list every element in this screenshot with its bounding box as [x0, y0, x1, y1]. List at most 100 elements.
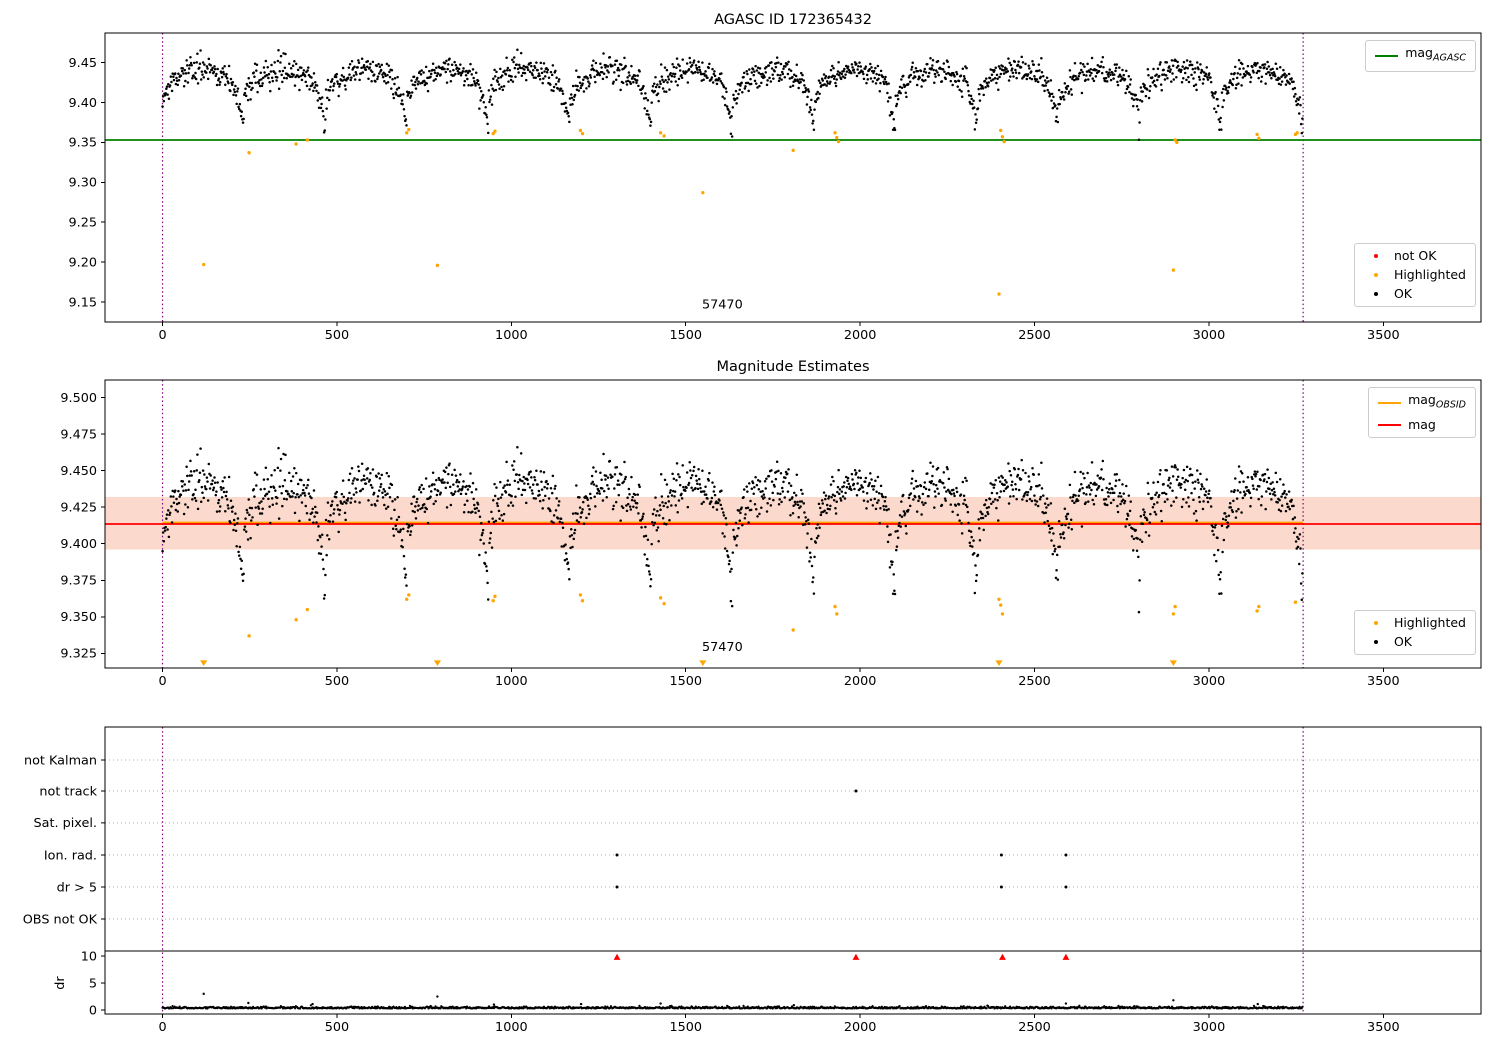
- ok-point: [1155, 73, 1158, 76]
- ok-point: [894, 94, 897, 98]
- ok-point: [771, 73, 774, 76]
- ok-point: [456, 69, 460, 73]
- ok-point: [564, 552, 568, 555]
- ok-point: [359, 489, 363, 492]
- ok-point: [454, 490, 457, 493]
- ok-point: [819, 513, 823, 517]
- ok-point: [834, 81, 837, 85]
- ok-point: [697, 60, 700, 64]
- ok-point: [1171, 489, 1174, 493]
- ok-point: [275, 502, 278, 505]
- ok-point: [1263, 63, 1267, 66]
- ok-point: [267, 490, 271, 494]
- ok-point: [626, 76, 629, 79]
- ok-point: [936, 466, 940, 470]
- ok-point: [1174, 59, 1177, 62]
- ok-point: [232, 88, 236, 91]
- ok-point: [972, 552, 976, 555]
- ok-point: [374, 80, 377, 83]
- ok-point: [1238, 67, 1241, 71]
- ok-point: [1270, 498, 1273, 501]
- ok-point: [813, 108, 816, 111]
- ok-point: [858, 61, 861, 64]
- ok-point: [526, 482, 530, 486]
- ok-point: [817, 96, 820, 100]
- ok-point: [604, 66, 607, 69]
- ok-point: [371, 468, 375, 471]
- ok-point: [775, 460, 779, 463]
- ok-point: [1074, 494, 1077, 497]
- ok-point: [614, 500, 618, 504]
- ok-point: [725, 549, 729, 553]
- ok-point: [262, 66, 266, 69]
- ok-point: [170, 505, 173, 508]
- ok-point: [300, 66, 303, 69]
- ok-point: [1114, 479, 1118, 482]
- ok-point: [258, 501, 261, 505]
- ok-point: [879, 69, 883, 73]
- ok-point: [826, 82, 830, 85]
- ok-point: [1112, 498, 1115, 502]
- ok-point: [541, 81, 544, 85]
- ok-point: [1117, 75, 1120, 78]
- ok-point: [940, 80, 944, 83]
- ok-point: [891, 560, 894, 564]
- ok-point: [829, 483, 833, 486]
- ok-point: [1277, 508, 1281, 511]
- ok-point: [1223, 84, 1227, 88]
- ok-point: [1003, 483, 1006, 487]
- ok-point: [983, 503, 987, 506]
- ok-point: [1027, 475, 1030, 478]
- ok-point: [422, 503, 426, 506]
- ok-point: [207, 57, 211, 61]
- ok-point: [236, 87, 240, 90]
- ok-point: [185, 59, 188, 62]
- ok-point: [737, 509, 741, 512]
- ok-point: [721, 532, 724, 535]
- ok-point: [673, 490, 677, 493]
- ok-point: [590, 474, 594, 478]
- ok-point: [1131, 549, 1135, 552]
- ok-point: [456, 485, 460, 488]
- ok-point: [374, 504, 377, 507]
- ok-point: [789, 69, 793, 73]
- ok-point: [1217, 118, 1221, 121]
- ok-point: [258, 84, 262, 88]
- ok-point: [941, 482, 945, 485]
- ok-point: [357, 469, 361, 473]
- ok-point: [1121, 68, 1124, 72]
- ok-point: [270, 497, 274, 500]
- ok-point: [875, 72, 878, 76]
- ok-point: [1123, 499, 1127, 503]
- ok-point: [236, 517, 240, 520]
- ok-point: [192, 61, 196, 65]
- ok-point: [1131, 527, 1134, 531]
- ok-point: [972, 106, 976, 109]
- ok-point: [959, 74, 963, 77]
- ok-point: [416, 497, 419, 501]
- ok-point: [512, 468, 515, 471]
- ok-point: [350, 497, 353, 500]
- ok-point: [453, 468, 456, 472]
- ok-point: [175, 76, 178, 80]
- ok-point: [482, 101, 486, 104]
- ok-point: [1054, 104, 1057, 107]
- ok-point: [919, 69, 923, 73]
- ok-point: [903, 514, 906, 517]
- ok-point: [399, 528, 403, 531]
- ok-point: [505, 483, 509, 486]
- ok-point: [737, 527, 740, 530]
- ok-point: [996, 77, 999, 80]
- ok-point: [1054, 576, 1058, 580]
- ok-point: [1024, 62, 1027, 66]
- ok-point: [964, 476, 967, 480]
- ok-point: [744, 81, 748, 85]
- ok-point: [1275, 480, 1279, 484]
- ok-point: [988, 497, 992, 501]
- ok-point: [334, 495, 338, 499]
- ok-point: [1285, 502, 1289, 506]
- ok-point: [882, 504, 885, 508]
- ok-point: [1109, 491, 1112, 495]
- ok-point: [1135, 549, 1139, 552]
- highlighted-point: [493, 129, 497, 133]
